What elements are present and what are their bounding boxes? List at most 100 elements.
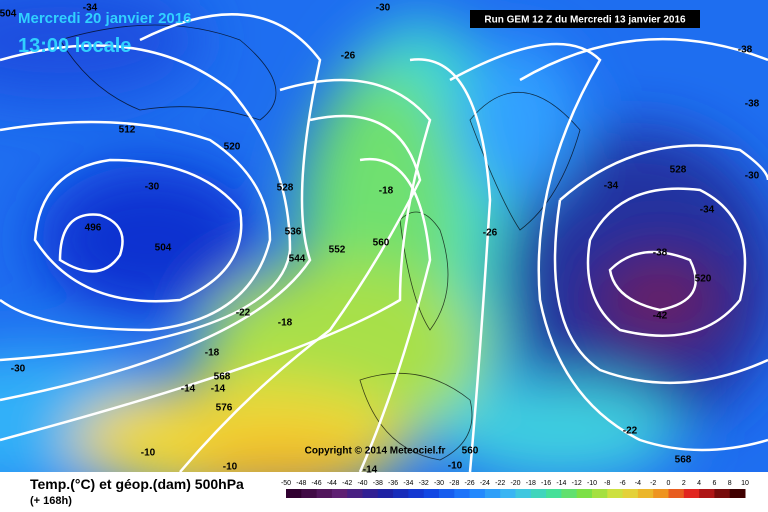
contour-label: 544	[289, 254, 306, 265]
colorbar-tick-label: -18	[526, 480, 536, 487]
run-info: Run GEM 12 Z du Mercredi 13 janvier 2016	[484, 15, 686, 26]
colorbar-cell	[607, 489, 624, 498]
colorbar-cell	[362, 489, 379, 498]
valid-date: Mercredi 20 janvier 2016	[18, 10, 191, 27]
colorbar-tick-label: -14	[556, 480, 566, 487]
colorbar-cell	[301, 489, 318, 498]
colorbar-cell	[484, 489, 501, 498]
colorbar-cell	[530, 489, 547, 498]
contour-label: 504	[0, 9, 17, 20]
colorbar: -50 -48 -46 -44 -42 -40 -38 -36 -34 -32 -30 -28 -26-…	[281, 480, 749, 498]
colorbar-cell	[561, 489, 578, 498]
contour-label: 576	[216, 403, 233, 414]
colorbar-cell	[546, 489, 562, 498]
colorbar-tick-label: -40	[357, 480, 367, 487]
colorbar-tick-label: 0	[667, 480, 671, 487]
colorbar-cell	[592, 489, 608, 498]
colorbar-cell	[454, 489, 471, 498]
temperature-field	[0, 0, 768, 472]
colorbar-tick-label: -20	[510, 480, 520, 487]
copyright: Copyright © 2014 Meteociel.fr	[305, 446, 446, 457]
colorbar-cell	[423, 489, 440, 498]
contour-label: 552	[329, 245, 346, 256]
contour-label: 560	[373, 238, 390, 249]
colorbar-cell	[576, 489, 593, 498]
colorbar-tick-label: -24	[480, 480, 490, 487]
colorbar-cell	[347, 489, 363, 498]
contour-label: -18	[379, 186, 394, 197]
colorbar-cell	[377, 489, 394, 498]
contour-label: -34	[604, 181, 619, 192]
colorbar-tick-label: -38	[373, 480, 383, 487]
colorbar-tick-label: -2	[650, 480, 656, 487]
colorbar-cell	[699, 489, 715, 498]
colorbar-cell	[668, 489, 685, 498]
contour-labels: 504 -34 -30 -26 -38 -38 512 520 -30 528 -18 -34 528 -…	[0, 3, 760, 476]
contour-label: 512	[119, 125, 136, 136]
contour-label: 520	[224, 142, 241, 153]
contour-label: -22	[236, 308, 251, 319]
contour-label: -10	[223, 462, 238, 473]
colorbar-cell	[729, 489, 746, 498]
local-time: 13:00 locale	[18, 35, 131, 57]
run-box	[470, 10, 700, 28]
contour-label: -26	[341, 51, 356, 62]
colorbar-tick-label: -8	[604, 480, 610, 487]
colorbar-tick-label: 2	[682, 480, 686, 487]
contour-label: -18	[278, 318, 293, 329]
colorbar-tick-label: 10	[741, 480, 749, 487]
colorbar-cell	[622, 489, 639, 498]
colorbar-cell	[286, 489, 302, 498]
footer-lead: (+ 168h)	[30, 495, 72, 507]
contour-label: -10	[141, 448, 156, 459]
contour-label: -38	[738, 45, 753, 56]
colorbar-cell	[393, 489, 409, 498]
colorbar-cell	[408, 489, 425, 498]
contour-label: 528	[277, 183, 294, 194]
geopotential-contours	[0, 13, 768, 472]
colorbar-tick-label: -42	[342, 480, 352, 487]
contour-label: -30	[376, 3, 391, 14]
contour-label: 528	[670, 165, 687, 176]
contour-label: 568	[675, 455, 692, 466]
contour-label: -14	[363, 465, 378, 476]
contour-label: -14	[211, 384, 226, 395]
colorbar-cell	[653, 489, 669, 498]
colorbar-cell	[316, 489, 333, 498]
contour-label: -42	[653, 311, 668, 322]
colorbar-tick-label: -50	[281, 480, 291, 487]
colorbar-cell	[714, 489, 731, 498]
contour-label: 520	[695, 274, 712, 285]
colorbar-tick-label: -30	[434, 480, 444, 487]
colorbar-tick-label: -26	[465, 480, 475, 487]
contour-label: -38	[745, 99, 760, 110]
colorbar-cell	[683, 489, 700, 498]
colorbar-tick-label: -10	[587, 480, 597, 487]
colorbar-cell	[331, 489, 348, 498]
colorbar-tick-label: -36	[388, 480, 398, 487]
colorbar-tick-label: -6	[619, 480, 625, 487]
contour-label: -30	[145, 182, 160, 193]
colorbar-tick-label: -46	[312, 480, 322, 487]
contour-label: 504	[155, 243, 172, 254]
colorbar-tick-label: 4	[697, 480, 701, 487]
colorbar-tick-label: -22	[495, 480, 505, 487]
contour-label: -26	[483, 228, 498, 239]
colorbar-tick-label: -32	[419, 480, 429, 487]
contour-label: -18	[205, 348, 220, 359]
contour-label: 560	[462, 446, 479, 457]
colorbar-tick-label: -44	[327, 480, 337, 487]
contour-label: -34	[700, 205, 715, 216]
colorbar-cell	[515, 489, 532, 498]
contour-label: -10	[448, 461, 463, 472]
contour-label: -34	[83, 3, 98, 14]
colorbar-tick-label: -16	[541, 480, 551, 487]
colorbar-tick-label: -12	[572, 480, 582, 487]
colorbar-cell	[439, 489, 455, 498]
colorbar-cell	[469, 489, 486, 498]
colorbar-tick-label: -28	[449, 480, 459, 487]
colorbar-tick-label: 8	[728, 480, 732, 487]
contour-label: 496	[85, 223, 102, 234]
